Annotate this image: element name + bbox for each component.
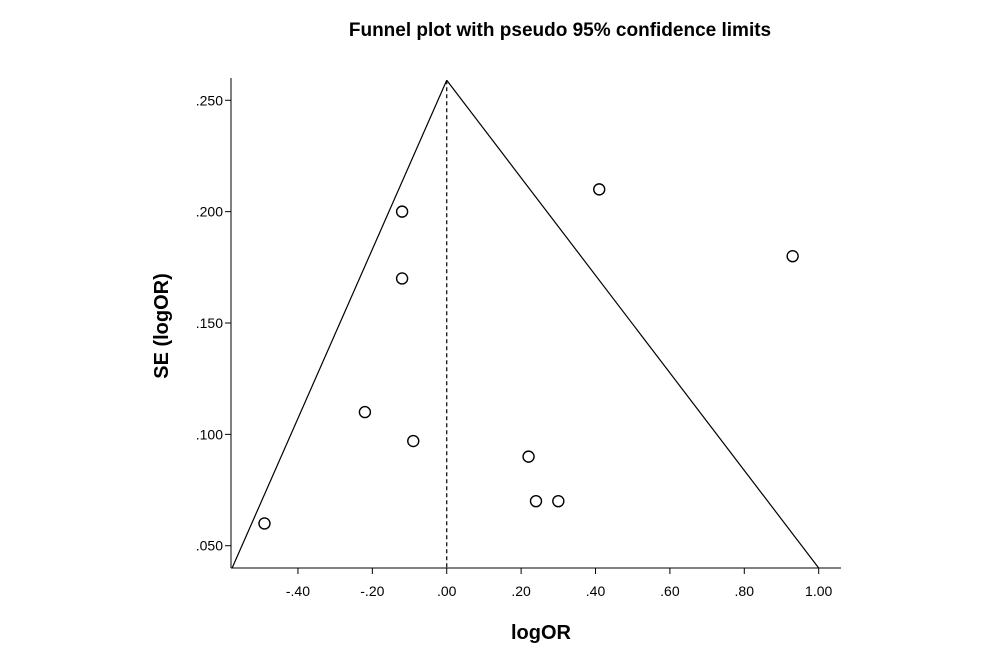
x-tick-label: .20 [511, 583, 531, 599]
study-point [522, 450, 535, 463]
x-axis-title: logOR [511, 622, 572, 644]
x-tick-label: .40 [586, 583, 606, 599]
x-tick-label: .00 [437, 583, 457, 599]
y-tick-label: .150 [196, 315, 223, 331]
y-tick-label: .050 [196, 538, 223, 554]
study-point [358, 405, 372, 419]
plot-area: -.40 -.20 .00 .20 .40 .60 .80 1.00 .050 .100 .150.… [196, 78, 841, 599]
y-axis-title: SE (logOR) [151, 273, 173, 379]
study-point [258, 517, 271, 530]
x-tick-label: .80 [735, 583, 755, 599]
chart-title: Funnel plot with pseudo 95% confidence l… [349, 20, 771, 41]
study-point [552, 494, 565, 508]
y-tick-label: .100 [196, 426, 223, 442]
study-point [395, 272, 409, 285]
x-tick-label: .60 [660, 583, 680, 599]
x-tick-label: -.20 [360, 583, 384, 599]
study-point [593, 183, 606, 196]
study-point [529, 494, 543, 508]
study-point [786, 249, 799, 263]
study-point [395, 205, 409, 218]
y-tick-label: .200 [196, 204, 223, 220]
x-tick-label: -.40 [286, 583, 310, 599]
y-tick-label: .250 [196, 92, 223, 108]
study-point [407, 434, 420, 448]
x-tick-label: 1.00 [805, 583, 832, 599]
funnel-left-limit [231, 79, 448, 569]
funnel-right-limit [446, 79, 820, 569]
